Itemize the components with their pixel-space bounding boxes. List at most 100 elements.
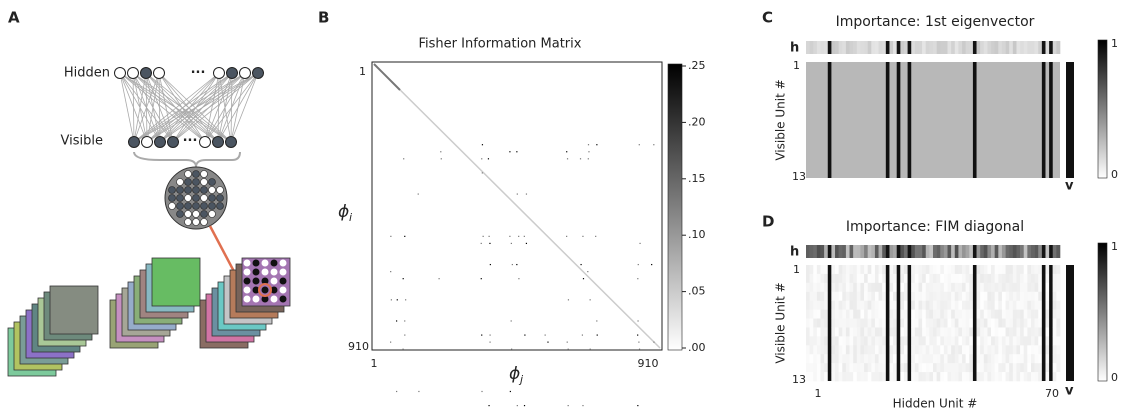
cell — [1056, 300, 1061, 310]
cell — [402, 278, 404, 280]
cell — [943, 291, 948, 301]
pixel — [200, 210, 208, 218]
pixel — [252, 268, 260, 276]
cell — [943, 336, 948, 346]
h-cell — [896, 245, 901, 258]
pixel — [279, 295, 287, 303]
h-cell — [965, 41, 970, 54]
cell — [1030, 273, 1035, 284]
cell — [1030, 318, 1035, 328]
cell — [838, 265, 843, 275]
cell — [820, 327, 825, 337]
cell — [831, 345, 836, 355]
cell — [487, 158, 490, 160]
h-cell — [929, 41, 934, 54]
cell — [918, 273, 923, 284]
cell — [1038, 282, 1043, 293]
cell — [994, 282, 999, 293]
cell — [976, 345, 981, 355]
cell — [1027, 265, 1032, 275]
pixel — [176, 186, 184, 194]
ellipsis: ··· — [183, 134, 198, 149]
cell — [481, 172, 483, 174]
cell — [1005, 282, 1010, 293]
cell — [864, 327, 868, 337]
cell — [878, 345, 883, 355]
cell — [1034, 300, 1039, 310]
cell — [587, 144, 590, 146]
cell — [933, 265, 937, 275]
cell — [947, 336, 952, 346]
cell — [637, 320, 639, 322]
visible-unit — [212, 136, 224, 148]
stripe — [1049, 265, 1053, 381]
cell — [976, 372, 981, 382]
cell — [893, 345, 898, 355]
cell — [509, 235, 511, 237]
cell — [962, 327, 966, 337]
cell — [947, 345, 952, 355]
cell — [845, 265, 850, 275]
cell — [1012, 300, 1017, 310]
pixel — [252, 286, 260, 294]
cell — [940, 318, 945, 328]
cell — [867, 291, 872, 301]
cell — [929, 273, 934, 284]
cell — [947, 291, 952, 301]
cell — [951, 273, 956, 284]
cell — [1027, 309, 1032, 319]
cell — [918, 354, 923, 364]
cell — [856, 273, 861, 284]
cell — [922, 354, 927, 364]
cell — [1034, 309, 1039, 319]
cell — [396, 390, 398, 393]
edge — [133, 72, 259, 143]
cell — [987, 318, 992, 328]
cell — [969, 354, 974, 364]
cell — [878, 372, 883, 382]
cell — [831, 354, 836, 364]
pixel — [200, 178, 208, 186]
cell — [929, 318, 934, 328]
cell — [1023, 291, 1028, 301]
cell — [582, 404, 584, 407]
cell — [1030, 265, 1035, 275]
cell — [914, 300, 919, 310]
pixel — [261, 259, 269, 267]
cell — [849, 265, 854, 275]
cell — [954, 291, 959, 301]
cell — [516, 193, 518, 195]
h-cell — [853, 245, 858, 258]
h-cell — [816, 41, 821, 54]
cell — [1045, 309, 1050, 319]
cell — [929, 354, 934, 364]
cell — [1009, 265, 1014, 275]
cell — [980, 273, 985, 284]
cell — [481, 158, 483, 160]
cell — [809, 372, 814, 382]
cell — [969, 309, 974, 319]
cell — [813, 300, 818, 310]
visible-unit — [167, 136, 179, 148]
x-axis-subscript: j — [518, 373, 524, 386]
cell — [969, 282, 974, 293]
cell — [835, 327, 839, 337]
edge — [230, 72, 259, 143]
cell — [900, 327, 905, 337]
cell — [842, 309, 847, 319]
cell — [1034, 363, 1039, 373]
pixel — [279, 277, 287, 285]
cell — [933, 282, 937, 293]
colorbar-tick-label: 0 — [1111, 371, 1118, 384]
cell — [874, 291, 879, 301]
cell — [1001, 345, 1006, 355]
cell — [947, 372, 952, 382]
cell — [1016, 354, 1021, 364]
cell — [969, 327, 974, 337]
cell — [1020, 327, 1025, 337]
h-cell — [976, 41, 981, 54]
h-cell — [806, 245, 810, 258]
stripe — [1049, 62, 1053, 178]
cell — [998, 363, 1003, 373]
cell — [1027, 300, 1032, 310]
